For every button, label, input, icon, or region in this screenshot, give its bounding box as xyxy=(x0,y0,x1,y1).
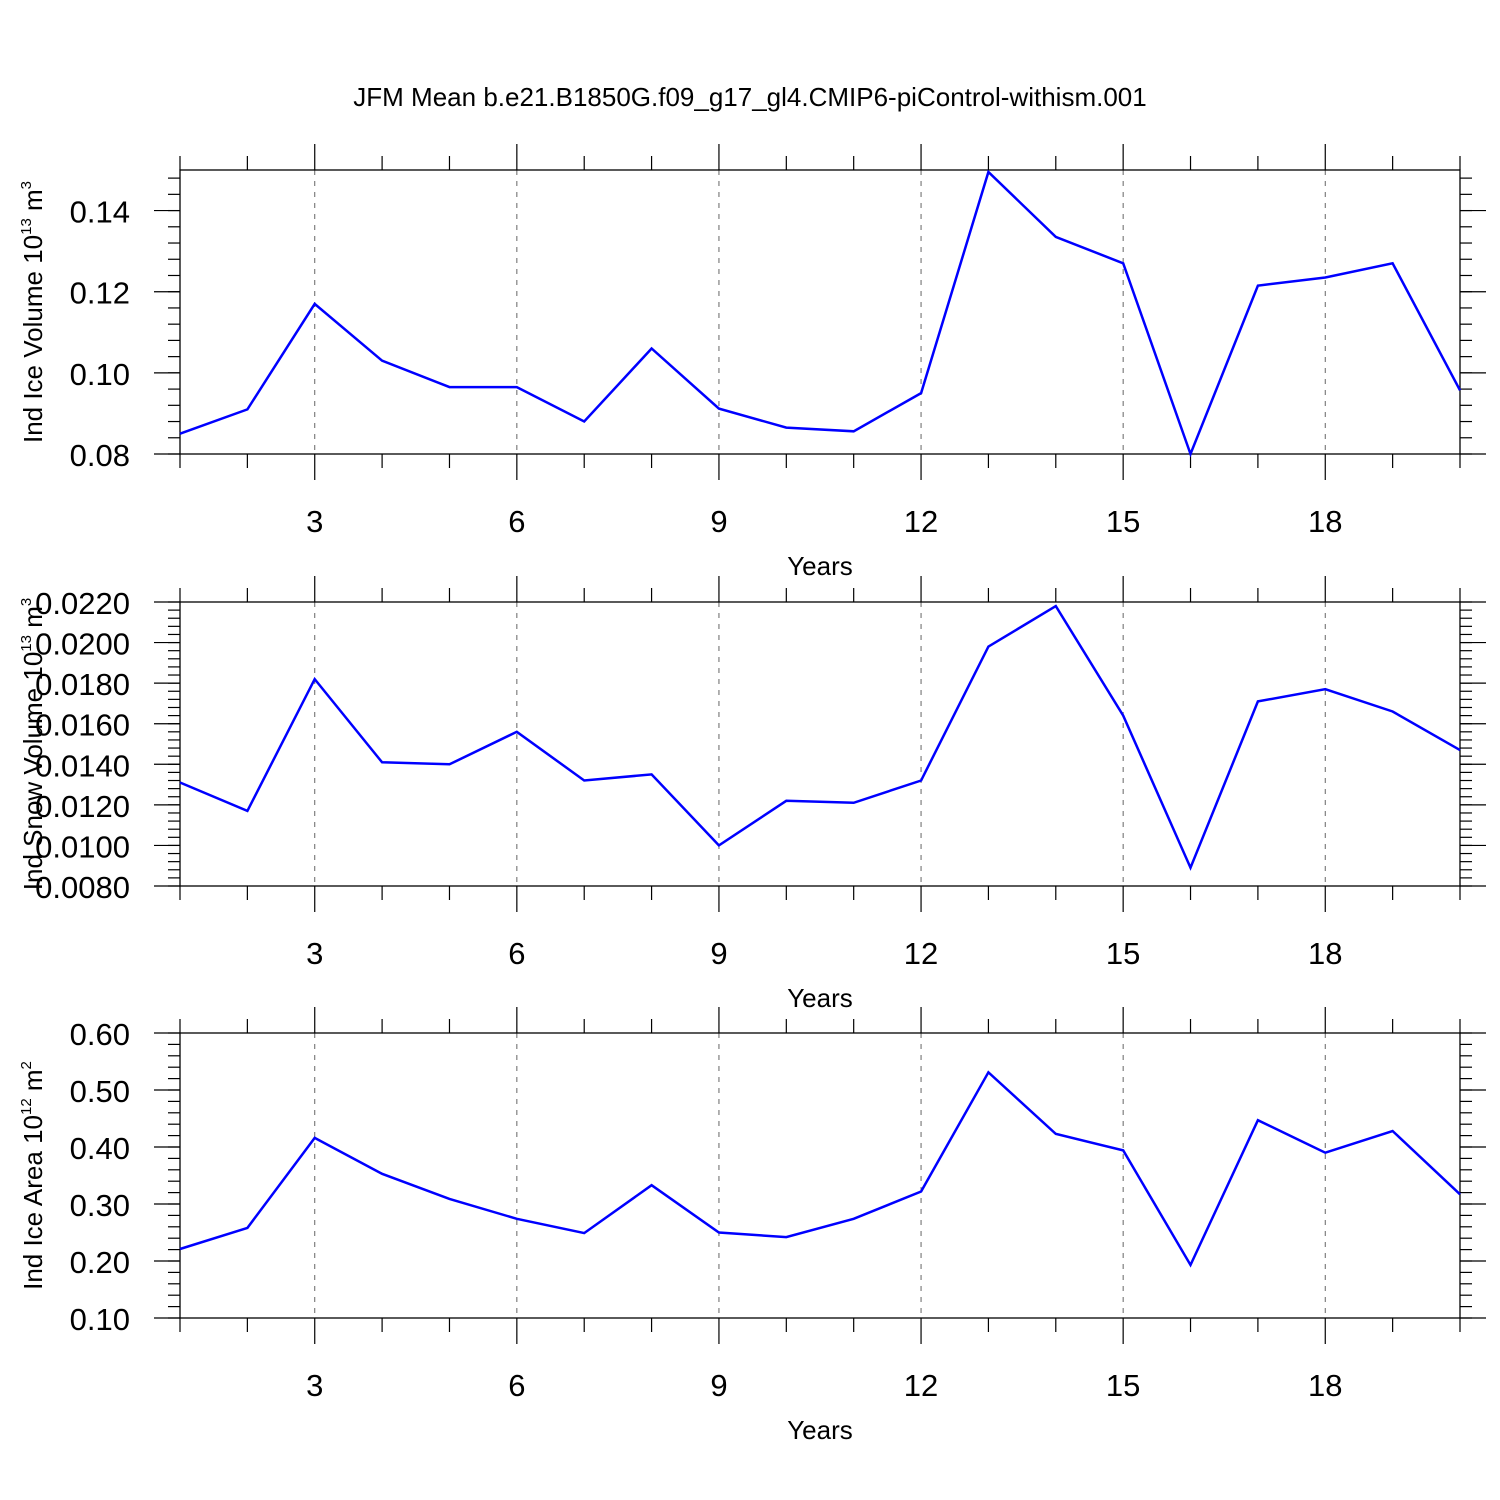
y-tick-label: 0.10 xyxy=(70,1302,130,1337)
y-tick-label: 0.0220 xyxy=(35,586,130,621)
x-tick-label: 15 xyxy=(1106,936,1140,971)
y-tick-label: 0.0180 xyxy=(35,667,130,702)
y-tick-label: 0.0100 xyxy=(35,829,130,864)
y-axis-label: Ind Snow Volume 1013 m3 xyxy=(18,598,48,890)
y-axis-label: Ind Ice Area 1012 m2 xyxy=(18,1061,48,1290)
x-tick-label: 12 xyxy=(904,504,938,539)
x-tick-label: 6 xyxy=(508,504,525,539)
y-tick-label: 0.0160 xyxy=(35,708,130,743)
x-tick-label: 3 xyxy=(306,1368,323,1403)
x-axis-label: Years xyxy=(787,1415,853,1445)
x-tick-label: 9 xyxy=(710,504,727,539)
x-tick-label: 12 xyxy=(904,1368,938,1403)
x-tick-label: 6 xyxy=(508,936,525,971)
y-tick-label: 0.12 xyxy=(70,276,130,311)
panel-3: 3 6 9 12 15 18 0.10 0.20 0.30 0.40 0.50 0.60 Years In… xyxy=(18,1007,1486,1445)
x-tick-label: 9 xyxy=(710,1368,727,1403)
y-tick-label: 0.40 xyxy=(70,1131,130,1166)
panels: 3 6 9 12 15 18 0.08 0.10 0.12 0.14 Years Ind Ice Vo… xyxy=(18,144,1486,1445)
x-tick-label: 15 xyxy=(1106,504,1140,539)
y-tick-label: 0.60 xyxy=(70,1017,130,1052)
x-tick-label: 3 xyxy=(306,504,323,539)
series-line xyxy=(179,169,1462,458)
chart-title: JFM Mean b.e21.B1850G.f09_g17_gl4.CMIP6-… xyxy=(353,82,1146,112)
y-axis-label: Ind Ice Volume 1013 m3 xyxy=(18,181,48,443)
plot-frame xyxy=(179,601,1461,887)
plot-frame xyxy=(179,169,1461,455)
y-tick-label: 0.08 xyxy=(70,438,130,473)
x-tick-label: 6 xyxy=(508,1368,525,1403)
panel-2: 3 6 9 12 15 18 0.0080 0.0100 0.0120 0.0140 0.0160 0… xyxy=(18,576,1486,1013)
x-tick-label: 18 xyxy=(1308,504,1342,539)
x-tick-label: 18 xyxy=(1308,936,1342,971)
series-line xyxy=(179,1070,1461,1268)
y-tick-label: 0.14 xyxy=(70,195,130,230)
x-tick-label: 9 xyxy=(710,936,727,971)
y-tick-label: 0.0140 xyxy=(35,748,130,783)
x-tick-label: 15 xyxy=(1106,1368,1140,1403)
panel-1: 3 6 9 12 15 18 0.08 0.10 0.12 0.14 Years Ind Ice Vo… xyxy=(18,144,1486,581)
y-tick-label: 0.20 xyxy=(70,1245,130,1280)
plot-frame xyxy=(179,1032,1461,1319)
y-tick-label: 0.50 xyxy=(70,1074,130,1109)
x-axis-label: Years xyxy=(787,983,853,1013)
x-tick-label: 12 xyxy=(904,936,938,971)
y-tick-label: 0.0080 xyxy=(35,870,130,905)
x-tick-label: 3 xyxy=(306,936,323,971)
y-tick-label: 0.30 xyxy=(70,1188,130,1223)
y-tick-label: 0.10 xyxy=(70,357,130,392)
y-tick-label: 0.0120 xyxy=(35,789,130,824)
x-tick-label: 18 xyxy=(1308,1368,1342,1403)
series-line xyxy=(179,604,1461,871)
x-axis-label: Years xyxy=(787,551,853,581)
y-tick-label: 0.0200 xyxy=(35,627,130,662)
